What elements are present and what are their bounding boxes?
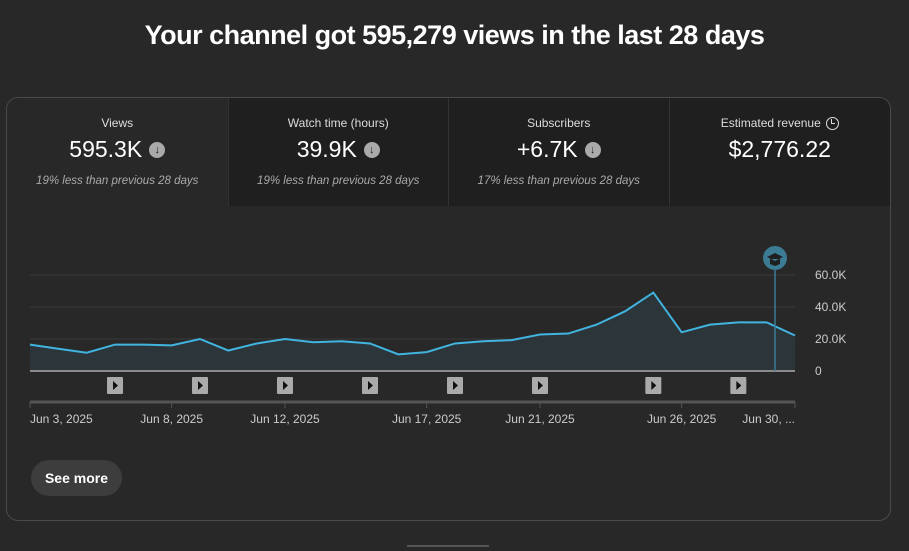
series-line (29, 291, 796, 356)
tab-views[interactable]: Views 595.3K ↓ 19% less than previous 28 … (7, 98, 228, 206)
metric-value: 595.3K (69, 136, 143, 162)
y-tick-label: 60.0K (815, 268, 846, 282)
metric-value: +6.7K (516, 136, 578, 162)
x-tick-label: Jun 17, 2025 (392, 412, 462, 426)
play-icon (538, 381, 543, 390)
metric-value: 39.9K (296, 136, 357, 162)
tab-subscribers[interactable]: Subscribers +6.7K ↓ 17% less than previou… (448, 98, 669, 206)
y-tick-label: 20.0K (815, 332, 846, 346)
clock-icon (825, 117, 839, 131)
arrow-down-icon: ↓ (363, 141, 380, 158)
tab-watch-time[interactable]: Watch time (hours) 39.9K ↓ 19% less than … (227, 98, 448, 206)
metric-note: 19% less than previous 28 days (257, 175, 420, 187)
analytics-card: Views 595.3K ↓ 19% less than previous 28 … (6, 97, 891, 521)
see-more-button[interactable]: See more (31, 460, 122, 496)
area-fill (30, 292, 795, 371)
page-title: Your channel got 595,279 views in the la… (144, 20, 765, 50)
play-icon (368, 381, 373, 390)
metric-value: $2,776.22 (728, 136, 831, 163)
metric-label: Views (101, 116, 134, 130)
play-icon (651, 381, 657, 390)
arrow-down-icon: ↓ (584, 141, 601, 158)
arrow-down-icon: ↓ (149, 141, 166, 158)
x-tick-label: Jun 26, 2025 (647, 412, 717, 426)
x-tick-label: Jun 8, 2025 (140, 412, 203, 426)
tab-revenue[interactable]: Estimated revenue $2,776.22 (668, 98, 890, 206)
play-icon (198, 381, 203, 390)
metric-label: Estimated revenue (720, 116, 821, 130)
x-tick-label: Jun 12, 2025 (250, 412, 320, 426)
play-icon (453, 381, 458, 390)
play-icon (736, 381, 742, 390)
metric-label: Watch time (hours) (287, 116, 389, 130)
x-tick-label: Jun 3, 2025 (30, 412, 93, 426)
scroll-handle[interactable] (407, 545, 489, 547)
metric-note: 19% less than previous 28 days (36, 175, 199, 187)
x-tick-label: Jun 30, ... (742, 412, 795, 426)
graduation-cap-icon (767, 253, 783, 266)
y-tick-label: 40.0K (815, 300, 846, 314)
play-icon (283, 381, 288, 390)
play-icon (113, 381, 118, 390)
metric-label: Subscribers (527, 116, 591, 130)
y-tick-label: 0 (815, 364, 822, 378)
metric-note: 17% less than previous 28 days (477, 175, 640, 187)
x-tick-label: Jun 21, 2025 (505, 412, 575, 426)
